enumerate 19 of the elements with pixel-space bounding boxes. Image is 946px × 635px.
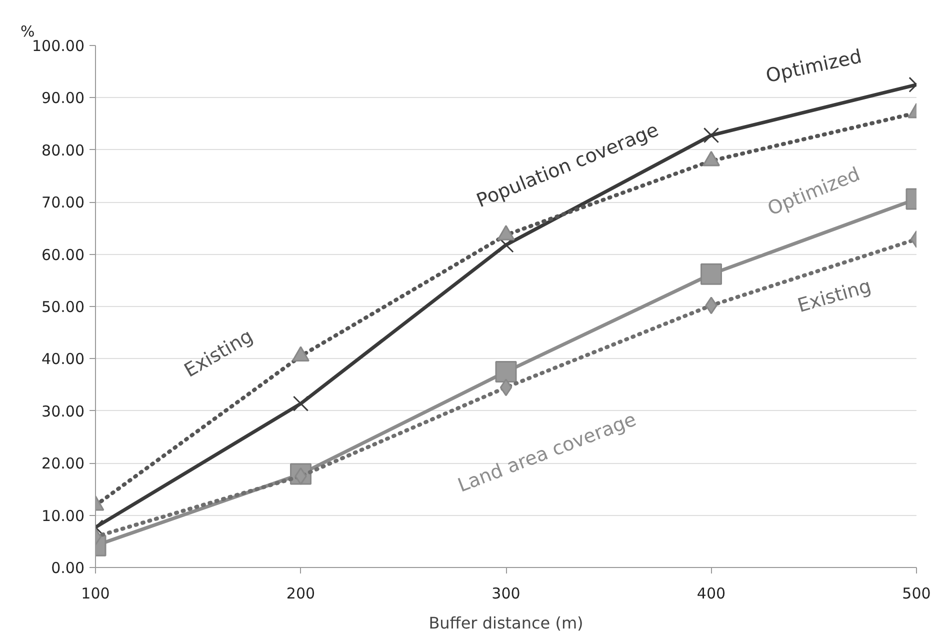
y-tick-label: 100.00 [32,37,85,55]
x-tick-label: 200 [286,584,316,602]
x-tick-label: 400 [696,584,726,602]
y-tick-label: 50.00 [42,298,85,316]
y-tick-label: 60.00 [42,246,85,264]
x-tick-label: 100 [81,584,110,602]
y-tick-label: 70.00 [42,194,85,212]
x-axis-title: Buffer distance (m) [428,614,584,632]
y-tick-label: 40.00 [42,350,85,368]
y-tick-label: 10.00 [42,506,85,525]
text: Existing [795,275,874,318]
y-axis-title: % [20,22,35,40]
x-tick-label: 500 [902,584,931,602]
x-tick-label: 300 [492,584,520,602]
y-tick-label: 20.00 [42,454,85,473]
y-tick-label: 30.00 [42,402,85,420]
y-tick-label: 80.00 [42,141,85,160]
y-tick-label: 0.00 [51,559,85,577]
y-tick-label: 90.00 [42,89,85,108]
